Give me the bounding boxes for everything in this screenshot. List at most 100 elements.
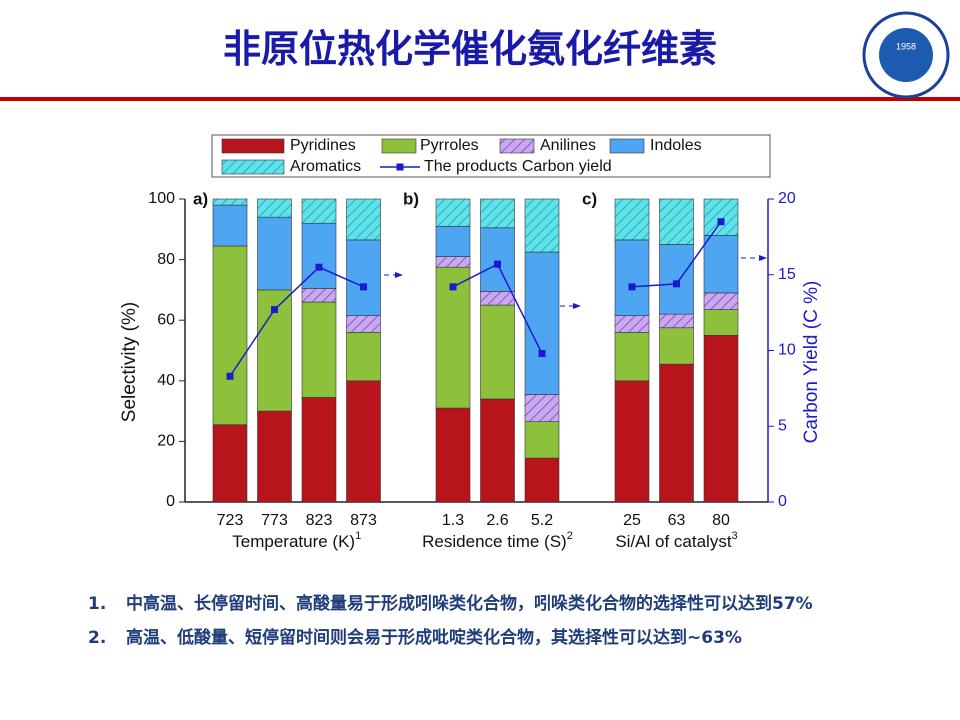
bar-segment [659, 327, 694, 365]
y-tick-label: 100 [148, 190, 175, 207]
y2-tick-label: 0 [778, 493, 787, 510]
slide-title: 非原位热化学催化氨化纤维素 [222, 27, 717, 71]
legend-label: Pyridines [290, 137, 356, 154]
x-axis-label-note: 1 [355, 530, 361, 542]
bar-segment [435, 266, 471, 409]
bar-segment [703, 292, 739, 310]
note: 1. 中高温、长停留时间、高酸量易于形成吲哚类化合物，吲哚类化合物的选择性可以达到… [88, 592, 908, 616]
bar-segment [480, 198, 515, 229]
y-tick-label: 80 [157, 251, 175, 268]
note-text: 中高温、长停留时间、高酸量易于形成吲哚类化合物，吲哚类化合物的选择性可以达到57… [126, 594, 813, 614]
note: 2. 高温、低酸量、短停留时间则会易于形成吡啶类化合物，其选择性可以达到~63% [88, 626, 908, 650]
bar-segment [659, 313, 694, 329]
bar-segment [346, 315, 381, 333]
y2-tick-label: 15 [778, 266, 796, 283]
bar-segment [435, 256, 471, 268]
bar-segment [524, 421, 560, 459]
bar-segment [614, 380, 650, 503]
bar-segment [346, 332, 381, 382]
bar-segment [703, 309, 739, 336]
bar-segment [614, 239, 650, 316]
yield-marker [271, 306, 278, 314]
x-tick-label: 773 [261, 512, 288, 529]
x-axis-label: Si/Al of catalyst3 [615, 530, 737, 552]
bar-segment [524, 198, 560, 253]
bar-segment [480, 291, 515, 306]
x-axis-label: Residence time (S)2 [422, 530, 573, 552]
x-axis-label-text: Temperature (K) [232, 532, 355, 551]
logo-year: 1958 [896, 41, 916, 51]
y-axis-label: Selectivity (%) [119, 302, 140, 422]
bar-segment [659, 363, 694, 503]
x-axis-label-note: 2 [567, 530, 573, 542]
bar-segment [435, 198, 471, 227]
bar-segment [524, 251, 560, 395]
bar-segment [346, 380, 381, 503]
yield-marker [628, 283, 636, 291]
x-tick-label: 25 [623, 512, 641, 529]
bar-segment [301, 397, 337, 503]
x-tick-label: 1.3 [442, 512, 464, 529]
note-number: 1. [88, 594, 107, 614]
legend-swatch [609, 138, 645, 154]
bar-segment [614, 315, 650, 333]
x-axis-label-note: 3 [732, 530, 738, 542]
panel-label: c) [582, 189, 597, 208]
panel-label: a) [193, 189, 208, 208]
bar-segment [301, 198, 337, 224]
legend-label: Pyrroles [420, 137, 479, 154]
y-tick-label: 20 [157, 433, 175, 450]
title-rule [0, 97, 960, 101]
x-axis-label-text: Si/Al of catalyst [615, 532, 731, 551]
bar-segment [435, 407, 471, 503]
notes: 1. 中高温、长停留时间、高酸量易于形成吲哚类化合物，吲哚类化合物的选择性可以达到… [88, 592, 908, 660]
bar-segment [346, 239, 381, 316]
bar-segment [703, 235, 739, 294]
yield-marker [538, 350, 546, 358]
bar-segment [614, 198, 650, 241]
legend-swatch [499, 138, 535, 154]
bar-segment [659, 198, 694, 245]
bar-segment [435, 225, 471, 257]
legend-swatch [221, 159, 285, 175]
x-tick-label: 823 [306, 512, 333, 529]
bar-segment [480, 304, 515, 400]
x-tick-label: 2.6 [486, 512, 508, 529]
bar-segment [212, 204, 248, 247]
bar-segment [480, 398, 515, 503]
x-tick-label: 873 [350, 512, 377, 529]
legend-marker [396, 163, 404, 171]
y-tick-label: 40 [157, 372, 175, 389]
yield-marker [360, 283, 367, 291]
bar-segment [346, 198, 381, 241]
logo: 1958 [862, 11, 950, 99]
y-tick-label: 60 [157, 311, 175, 328]
bar-segment [703, 198, 739, 236]
legend-label: Anilines [540, 137, 596, 154]
x-axis-label: Temperature (K)1 [232, 530, 361, 552]
bar-segment [257, 216, 292, 291]
bar-segment [212, 198, 248, 206]
yield-marker [717, 218, 725, 226]
panel-label: b) [403, 189, 419, 208]
bar-segment [212, 245, 248, 426]
bar-segment [257, 198, 292, 218]
bar-segment [257, 410, 292, 503]
bar-segment [212, 424, 248, 503]
y2-tick-label: 20 [778, 190, 796, 207]
y2-tick-label: 5 [778, 417, 787, 434]
legend-label: The products Carbon yield [424, 158, 612, 175]
yield-line [229, 266, 364, 377]
y-tick-label: 0 [166, 493, 175, 510]
yield-marker [494, 260, 501, 268]
legend-swatch [381, 138, 417, 154]
x-tick-label: 5.2 [531, 512, 553, 529]
bar-segment [614, 332, 650, 382]
note-number: 2. [88, 628, 107, 648]
bar-segment [659, 244, 694, 315]
x-tick-label: 63 [668, 512, 686, 529]
yield-marker [673, 280, 680, 288]
bar-segment [301, 301, 337, 398]
legend-box [211, 134, 771, 178]
